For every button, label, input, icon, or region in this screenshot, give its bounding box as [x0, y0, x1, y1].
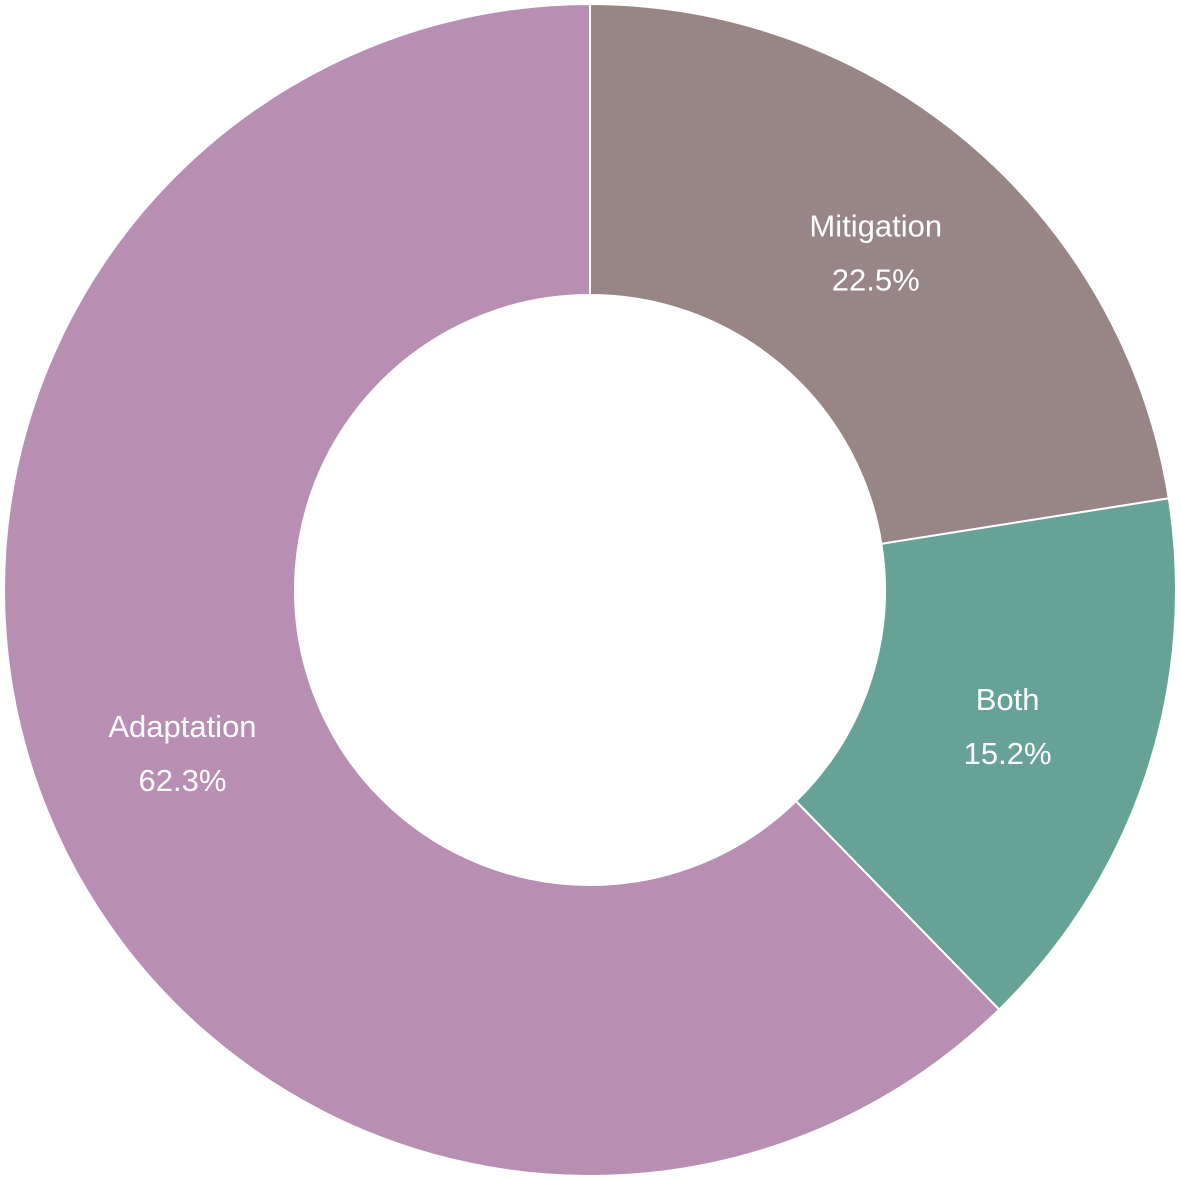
slice-label: Adaptation: [108, 709, 256, 744]
donut-slice: [589, 2, 1170, 545]
value-label: 22.5%: [832, 263, 920, 298]
slice-label: Both: [976, 682, 1040, 717]
slice-label: Mitigation: [809, 209, 942, 244]
donut-slice: [3, 2, 1001, 1177]
value-label: 62.3%: [138, 763, 226, 798]
donut-slice: [794, 497, 1177, 1011]
value-label: 15.2%: [964, 736, 1052, 771]
